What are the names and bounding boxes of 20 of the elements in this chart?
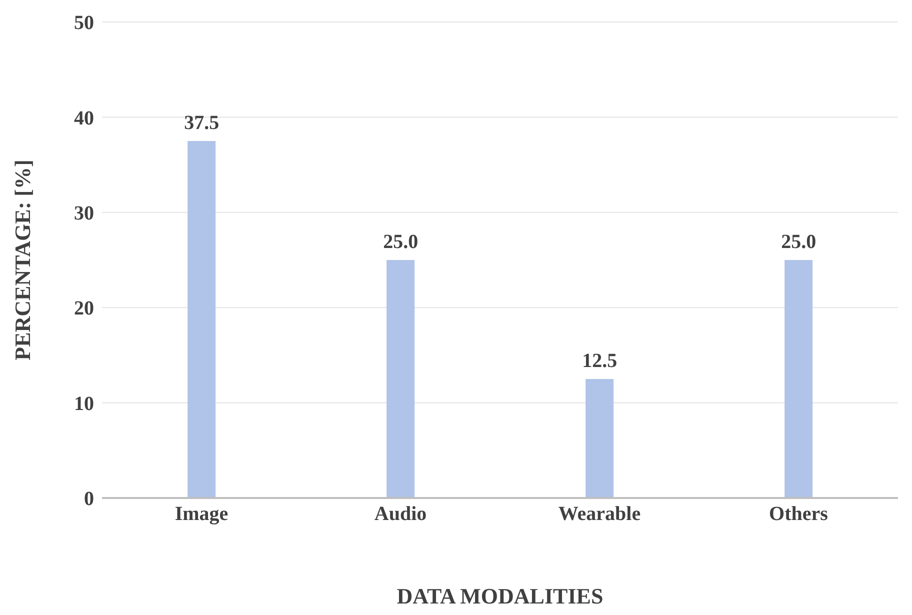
data-label: 25.0 [383,231,418,253]
y-tick-label: 0 [84,488,94,510]
y-tick-label: 10 [74,392,94,415]
x-tick-label: Audio [374,503,427,526]
y-tick-label: 40 [74,107,94,130]
bar [784,260,813,498]
bar [386,260,415,498]
x-tick-label: Others [769,503,828,526]
x-tick-label: Image [174,503,228,526]
y-tick-label: 50 [74,12,94,34]
data-label: 12.5 [582,350,618,372]
bar [188,141,216,498]
data-label: 25.0 [781,231,816,253]
bar [586,379,614,498]
data-label: 37.5 [184,112,220,134]
y-tick-label: 30 [74,202,94,224]
y-tick-label: 20 [74,298,94,320]
x-axis-title: DATA MODALITIES [396,584,604,609]
y-axis-title: PERCENTAGE: [%] [10,160,35,360]
x-tick-label: Wearable [558,503,641,526]
